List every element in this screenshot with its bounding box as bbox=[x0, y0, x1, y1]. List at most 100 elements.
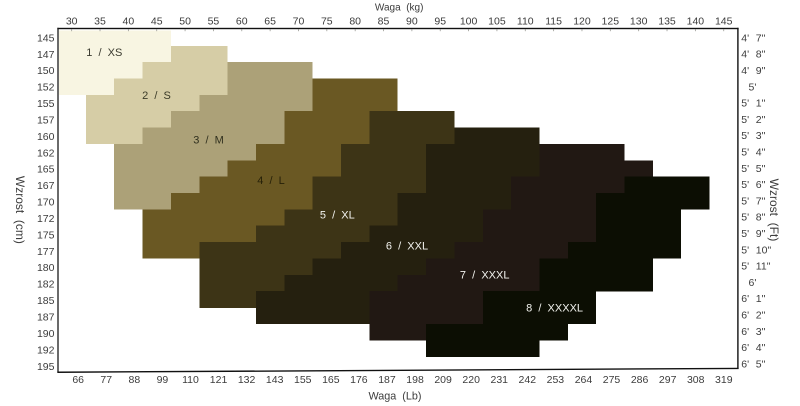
svg-text:6 / XXL: 6 / XXL bbox=[386, 240, 428, 252]
svg-text:4': 4' bbox=[741, 32, 749, 44]
svg-text:135: 135 bbox=[658, 16, 676, 28]
svg-text:88: 88 bbox=[128, 374, 140, 386]
svg-text:5': 5' bbox=[741, 179, 749, 191]
svg-text:275: 275 bbox=[603, 374, 621, 386]
svg-text:105: 105 bbox=[488, 16, 506, 28]
svg-text:95: 95 bbox=[434, 16, 446, 28]
svg-text:264: 264 bbox=[575, 374, 593, 386]
svg-text:11": 11" bbox=[756, 261, 771, 273]
svg-text:55: 55 bbox=[208, 16, 220, 28]
svg-text:209: 209 bbox=[434, 374, 452, 386]
svg-text:177: 177 bbox=[37, 246, 55, 258]
svg-text:5': 5' bbox=[741, 228, 749, 240]
svg-text:140: 140 bbox=[687, 16, 705, 28]
svg-text:5': 5' bbox=[741, 195, 749, 207]
svg-text:165: 165 bbox=[37, 164, 55, 176]
svg-text:6': 6' bbox=[741, 358, 749, 370]
svg-text:5": 5" bbox=[756, 358, 766, 370]
svg-text:77: 77 bbox=[100, 374, 112, 386]
svg-text:110: 110 bbox=[182, 374, 199, 386]
svg-text:10": 10" bbox=[756, 244, 772, 256]
svg-text:180: 180 bbox=[37, 262, 55, 274]
svg-text:30: 30 bbox=[66, 16, 78, 28]
svg-text:2": 2" bbox=[756, 310, 766, 322]
svg-text:Waga (Lb): Waga (Lb) bbox=[368, 390, 421, 402]
svg-text:231: 231 bbox=[490, 374, 508, 386]
svg-text:7 / XXXL: 7 / XXXL bbox=[460, 269, 510, 281]
svg-text:6': 6' bbox=[741, 326, 749, 338]
svg-text:5': 5' bbox=[741, 147, 749, 159]
svg-text:319: 319 bbox=[715, 374, 733, 386]
svg-text:100: 100 bbox=[460, 16, 478, 28]
svg-text:4": 4" bbox=[756, 342, 766, 354]
svg-text:185: 185 bbox=[37, 295, 55, 307]
svg-text:1": 1" bbox=[756, 293, 766, 305]
svg-text:147: 147 bbox=[37, 49, 55, 61]
svg-text:9": 9" bbox=[756, 228, 766, 240]
svg-text:155: 155 bbox=[294, 374, 312, 386]
svg-text:1": 1" bbox=[756, 98, 766, 110]
svg-text:6': 6' bbox=[741, 293, 749, 305]
svg-text:80: 80 bbox=[349, 16, 361, 28]
svg-text:40: 40 bbox=[123, 16, 135, 28]
svg-text:175: 175 bbox=[37, 229, 55, 241]
svg-text:4 / L: 4 / L bbox=[257, 175, 285, 187]
svg-text:Waga (kg): Waga (kg) bbox=[375, 2, 424, 13]
svg-text:6': 6' bbox=[749, 277, 757, 289]
svg-text:286: 286 bbox=[631, 374, 649, 386]
svg-text:6": 6" bbox=[756, 179, 766, 191]
svg-text:5': 5' bbox=[741, 163, 749, 175]
svg-text:8": 8" bbox=[756, 49, 766, 61]
svg-text:99: 99 bbox=[157, 374, 169, 386]
svg-text:5 / XL: 5 / XL bbox=[320, 209, 355, 221]
svg-text:5': 5' bbox=[741, 114, 749, 126]
svg-text:167: 167 bbox=[37, 180, 55, 192]
svg-text:220: 220 bbox=[462, 374, 480, 386]
svg-text:5': 5' bbox=[741, 212, 749, 224]
svg-text:6': 6' bbox=[741, 342, 749, 354]
svg-text:198: 198 bbox=[406, 374, 424, 386]
svg-text:5': 5' bbox=[741, 261, 749, 273]
svg-text:9": 9" bbox=[756, 65, 766, 77]
svg-text:3": 3" bbox=[756, 130, 766, 142]
svg-text:Wzrost (cm): Wzrost (cm) bbox=[13, 176, 27, 244]
svg-text:90: 90 bbox=[406, 16, 418, 28]
svg-text:125: 125 bbox=[602, 16, 620, 28]
svg-text:165: 165 bbox=[322, 374, 340, 386]
svg-text:5': 5' bbox=[741, 244, 749, 256]
svg-text:162: 162 bbox=[37, 147, 55, 159]
svg-text:35: 35 bbox=[94, 16, 106, 28]
svg-text:297: 297 bbox=[659, 374, 677, 386]
svg-text:66: 66 bbox=[72, 374, 84, 386]
svg-text:308: 308 bbox=[687, 374, 705, 386]
svg-text:160: 160 bbox=[37, 131, 55, 143]
svg-text:4': 4' bbox=[741, 65, 749, 77]
svg-text:110: 110 bbox=[517, 16, 534, 28]
svg-text:170: 170 bbox=[37, 197, 55, 209]
svg-text:85: 85 bbox=[378, 16, 390, 28]
svg-text:5': 5' bbox=[741, 130, 749, 142]
svg-text:130: 130 bbox=[630, 16, 648, 28]
svg-text:Wzrost (Ft): Wzrost (Ft) bbox=[767, 179, 781, 242]
svg-text:182: 182 bbox=[37, 279, 55, 291]
svg-text:45: 45 bbox=[151, 16, 163, 28]
svg-text:145: 145 bbox=[715, 16, 733, 28]
svg-text:155: 155 bbox=[37, 98, 55, 110]
svg-text:70: 70 bbox=[293, 16, 305, 28]
svg-text:121: 121 bbox=[210, 374, 228, 386]
svg-text:253: 253 bbox=[547, 374, 565, 386]
svg-text:172: 172 bbox=[37, 213, 55, 225]
svg-text:8 / XXXXL: 8 / XXXXL bbox=[526, 303, 583, 315]
svg-text:143: 143 bbox=[266, 374, 284, 386]
svg-text:120: 120 bbox=[573, 16, 591, 28]
svg-text:6': 6' bbox=[741, 310, 749, 322]
svg-text:176: 176 bbox=[350, 374, 368, 386]
svg-text:5': 5' bbox=[749, 81, 757, 93]
svg-text:145: 145 bbox=[37, 32, 55, 44]
svg-text:190: 190 bbox=[37, 328, 55, 340]
svg-text:5': 5' bbox=[741, 98, 749, 110]
svg-text:1 / XS: 1 / XS bbox=[86, 47, 122, 59]
svg-text:187: 187 bbox=[378, 374, 396, 386]
svg-text:157: 157 bbox=[37, 114, 55, 126]
svg-text:115: 115 bbox=[545, 16, 562, 28]
